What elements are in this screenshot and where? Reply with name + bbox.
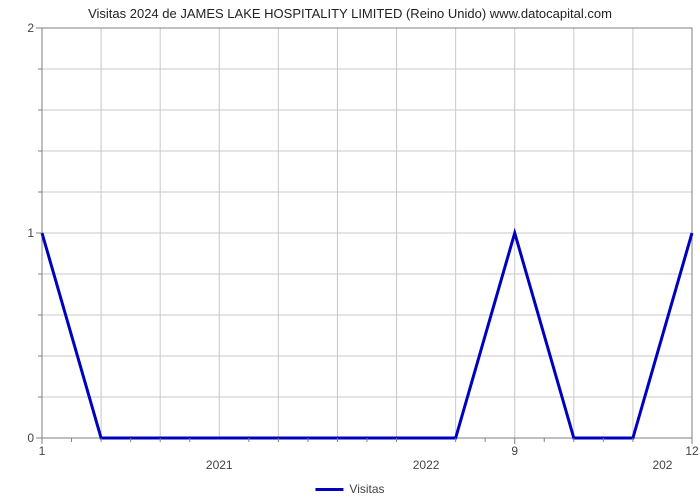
- legend-label: Visitas: [349, 482, 384, 496]
- chart-svg: [0, 0, 700, 500]
- chart-container: Visitas 2024 de JAMES LAKE HOSPITALITY L…: [0, 0, 700, 500]
- y-tick-label: 1: [27, 226, 34, 240]
- y-tick-label: 2: [27, 21, 34, 35]
- x-tick-label: 12: [685, 444, 698, 458]
- legend-swatch: [315, 488, 343, 491]
- y-tick-label: 0: [27, 431, 34, 445]
- x-tick-label: 9: [511, 444, 518, 458]
- x-year-label: 2021: [206, 458, 233, 472]
- x-year-label: 202: [652, 458, 672, 472]
- x-year-label: 2022: [413, 458, 440, 472]
- legend: Visitas: [315, 482, 384, 496]
- x-tick-label: 1: [39, 444, 46, 458]
